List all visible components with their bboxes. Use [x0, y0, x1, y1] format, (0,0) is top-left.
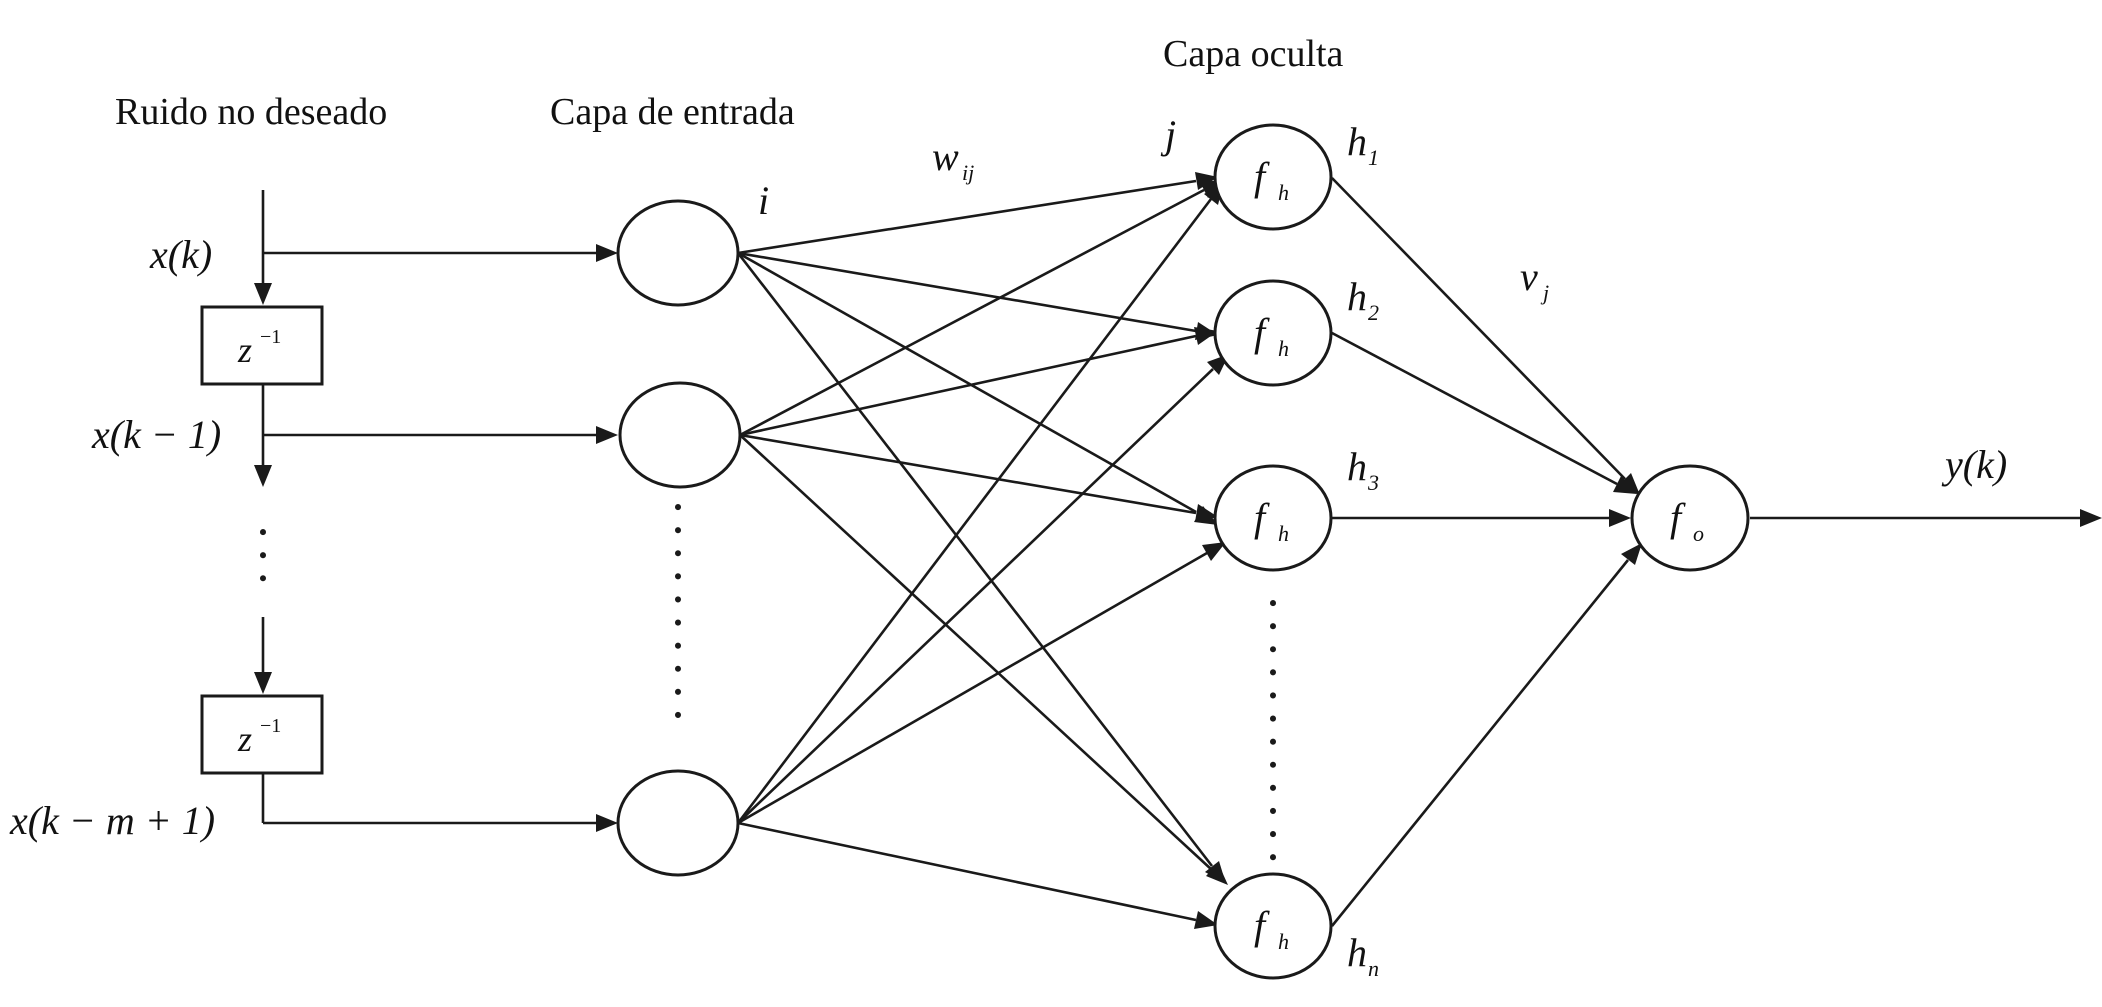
label-w: w — [932, 134, 959, 179]
arrow-i2-h3 — [1195, 504, 1218, 522]
conn-i2-hn — [739, 434, 1213, 871]
input-label-xk-m-1: x(k − m + 1) — [9, 798, 215, 843]
hidden-node-2: f h — [1213, 279, 1333, 387]
feed-arrow-1 — [596, 244, 618, 262]
delay-2-base: z — [237, 719, 252, 759]
arrow-i2-h2 — [1194, 327, 1218, 345]
conn-i1-hn — [736, 252, 1214, 867]
conn-i3-h1 — [736, 198, 1213, 824]
label-h1-sub: 1 — [1368, 145, 1379, 170]
label-v: v — [1520, 254, 1538, 299]
output-node-f-sub: o — [1693, 521, 1704, 546]
tapped-delay-line: z −1 z −1 — [200, 190, 324, 823]
hidden-node-n: f h — [1213, 872, 1333, 980]
conn-i2-h2 — [739, 334, 1197, 437]
delay-arrow-3 — [254, 672, 272, 694]
hidden-node-2-f-sub: h — [1278, 336, 1289, 361]
conn-i2-h1 — [739, 188, 1205, 437]
input-hidden-connections — [736, 172, 1229, 929]
conn-i3-h2 — [737, 368, 1214, 824]
hidden-output-connections — [1330, 177, 1642, 927]
feed-arrow-3 — [596, 814, 618, 832]
output-arrow — [2080, 509, 2102, 527]
label-hn-sub: n — [1368, 956, 1379, 981]
input-node-2 — [618, 381, 742, 489]
hidden-node-3-f-sub: h — [1278, 521, 1289, 546]
delay-arrow-1 — [254, 283, 272, 305]
conn-i2-h3 — [739, 433, 1197, 515]
conn-i1-h3 — [737, 251, 1197, 514]
feed-arrow-2 — [596, 426, 618, 444]
arrow-h2-o — [1613, 476, 1637, 494]
output-node: f o — [1630, 464, 1750, 572]
hidden-node-3: f h — [1213, 464, 1333, 572]
conn-hn-o — [1330, 559, 1630, 927]
label-w-sub: ij — [962, 160, 974, 185]
label-i: i — [758, 178, 769, 223]
conn-i3-hn — [737, 821, 1197, 922]
delay-2-exponent: −1 — [260, 715, 281, 737]
label-h2: h — [1347, 274, 1367, 319]
label-h1: h — [1347, 119, 1367, 164]
conn-i1-h1 — [737, 179, 1197, 255]
arrow-i3-hn — [1194, 911, 1218, 929]
conn-h1-o — [1331, 177, 1626, 480]
input-label-xk: x(k) — [149, 232, 212, 277]
label-h3-sub: 3 — [1367, 470, 1379, 495]
label-h3: h — [1347, 444, 1367, 489]
label-h2-sub: 2 — [1368, 300, 1379, 325]
input-label-xk-1: x(k − 1) — [91, 412, 221, 457]
hidden-node-1: f h — [1213, 123, 1333, 231]
arrow-hn-o — [1621, 543, 1642, 565]
hidden-node-n-f-sub: h — [1278, 929, 1289, 954]
arrow-i2-hn — [1206, 863, 1228, 885]
conn-i3-h3 — [737, 551, 1208, 825]
label-hn: h — [1347, 930, 1367, 975]
delay-box-2 — [200, 694, 324, 775]
label-v-sub: j — [1540, 280, 1549, 305]
delay-1-exponent: −1 — [260, 326, 281, 348]
input-node-1 — [616, 199, 740, 307]
conn-h2-o — [1331, 331, 1618, 486]
arrow-h3-o — [1609, 509, 1631, 527]
input-node-m — [616, 769, 740, 877]
arrow-i1-h1 — [1195, 172, 1218, 190]
arrow-i3-h3 — [1202, 542, 1226, 561]
hidden-layer-title: Capa oculta — [1163, 33, 1344, 75]
hidden-node-1-f-sub: h — [1278, 180, 1289, 205]
delay-arrow-2 — [254, 465, 272, 487]
input-layer-title: Capa de entrada — [550, 91, 795, 133]
delay-1-base: z — [237, 330, 252, 370]
output-label: y(k) — [1941, 442, 2007, 487]
noise-title: Ruido no deseado — [115, 91, 387, 133]
input-feed-lines — [263, 244, 618, 832]
label-j: j — [1160, 112, 1176, 157]
arrow-h1-o — [1618, 473, 1640, 495]
